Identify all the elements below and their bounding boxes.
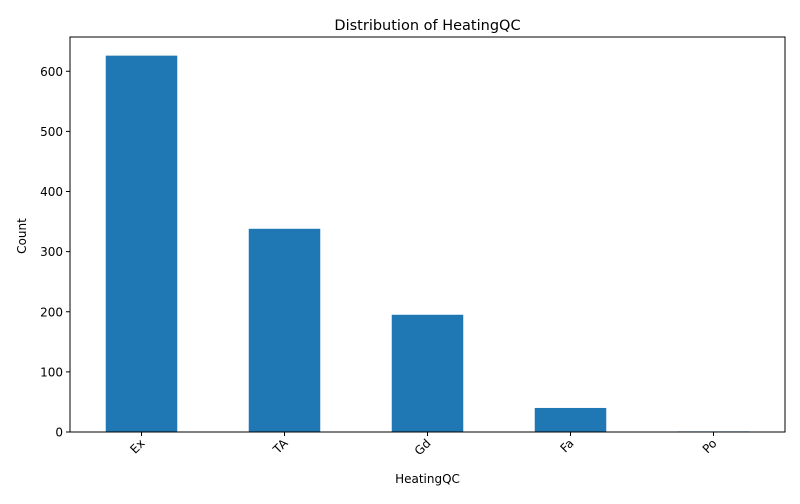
bar-ex	[105, 55, 178, 432]
y-tick-label: 100	[40, 365, 63, 379]
y-tick-label: 500	[40, 125, 63, 139]
x-tick-label: Ex	[127, 436, 147, 456]
bar-gd	[391, 314, 464, 432]
x-tick-label: Gd	[412, 436, 434, 458]
y-tick-label: 600	[40, 65, 63, 79]
x-axis-label: HeatingQC	[395, 472, 460, 486]
x-tick-label: TA	[270, 436, 291, 457]
y-axis-label: Count	[15, 218, 29, 254]
y-tick-label: 400	[40, 185, 63, 199]
y-tick-label: 300	[40, 245, 63, 259]
x-tick-label: Fa	[557, 436, 576, 455]
bar-fa	[534, 407, 607, 432]
chart-title: Distribution of HeatingQC	[334, 18, 520, 34]
x-tick-label: Po	[700, 436, 720, 456]
bar-ta	[248, 228, 321, 432]
y-tick-label: 0	[55, 426, 63, 440]
plot-area: 0 100 200 300 400 500 600 Ex TA Gd Fa Po	[40, 36, 786, 458]
y-tick-label: 200	[40, 305, 63, 319]
